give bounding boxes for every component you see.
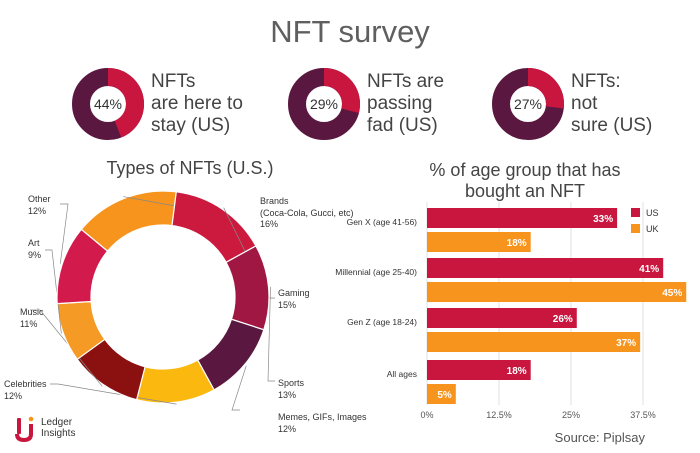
bar-x-tick-label: 12.5% <box>486 410 512 420</box>
bar-category-label: All ages <box>387 369 417 379</box>
ledger-insights-logo-text: Ledger Insights <box>41 417 75 439</box>
donut-slice <box>56 228 109 305</box>
donut-label-line: (Coca-Cola, Gucci, etc) <box>260 207 354 218</box>
donut-label-line: Brands <box>260 196 289 206</box>
stat-label-line: passing <box>367 93 433 114</box>
stat-label-line: not <box>571 93 598 114</box>
bar-value-label: 45% <box>662 288 682 299</box>
stat-not-sure: 27% NFTs: not sure (US) <box>492 68 692 140</box>
donut-label-line: Sports <box>278 378 305 388</box>
stat-label-line: stay (US) <box>151 115 231 136</box>
stat-label: NFTs are passing fad (US) <box>367 71 497 137</box>
stat-label-line: are here to <box>151 93 243 114</box>
stat-here-to-stay: 44% NFTs are here to stay (US) <box>72 68 272 140</box>
donut-label-line: 15% <box>278 299 297 310</box>
donut-chart-title: Types of NFTs (U.S.) <box>40 158 340 179</box>
donut-label-line: Celebrities <box>4 379 47 389</box>
stat-ring-chart <box>72 68 144 140</box>
donut-label-line: 11% <box>20 318 38 329</box>
legend-label: US <box>646 208 659 218</box>
stat-ring-fill <box>107 68 144 138</box>
stat-percent: 44% <box>93 96 123 112</box>
bar-value-label: 5% <box>437 390 452 401</box>
donut-label-line: Memes, GIFs, Images <box>278 412 367 422</box>
bar-category-label: Millennial (age 25-40) <box>335 267 417 277</box>
ledger-insights-logo-icon <box>15 416 34 443</box>
bar-chart: 0% 12.5% 25% 37.5% Gen X (age 41-56) 33% 18% Mi… <box>335 202 687 420</box>
page-title: NFT survey <box>270 14 430 49</box>
bar-chart-title: % of age group that has bought an NFT <box>400 160 650 202</box>
donut-chart <box>30 190 275 411</box>
source-note: Source: Piplsay <box>554 430 645 445</box>
bar-value-label: 18% <box>507 238 527 249</box>
stat-label-line: NFTs are <box>367 71 445 92</box>
legend-swatch <box>631 224 640 233</box>
donut-label-art: Art 9% <box>28 238 41 261</box>
stat-label-line: NFTs: <box>571 71 621 92</box>
stat-percent: 29% <box>309 96 339 112</box>
bar-rect <box>427 232 531 252</box>
donut-leader-line <box>30 309 103 387</box>
donut-leader-line <box>231 365 247 411</box>
donut-label-line: Gaming <box>278 288 310 298</box>
bar-chart-title-line: bought an NFT <box>464 181 586 201</box>
logo-line: Ledger <box>41 417 73 428</box>
legend-swatch <box>631 208 640 217</box>
donut-label-line: Art <box>28 238 40 248</box>
bar-category-label: Gen Z (age 18-24) <box>347 317 417 327</box>
bar-rect <box>427 332 641 352</box>
stat-label-line: sure (US) <box>571 115 653 136</box>
bar-value-label: 37% <box>616 338 636 349</box>
donut-slice <box>225 245 270 331</box>
donut-label-other: Other 12% <box>28 194 51 217</box>
donut-leader-line <box>267 286 275 382</box>
donut-label-brands: Brands (Coca-Cola, Gucci, etc) 16% <box>260 196 354 231</box>
stat-percent: 27% <box>513 96 543 112</box>
bar-value-label: 18% <box>507 366 527 377</box>
legend-label: UK <box>646 224 659 234</box>
donut-label-line: 9% <box>28 249 42 260</box>
stat-ring-chart <box>492 68 564 140</box>
bar-rect <box>427 308 577 328</box>
bar-value-label: 26% <box>553 314 573 325</box>
donut-label-memes: Memes, GIFs, Images 12% <box>278 412 367 435</box>
logo-line: Insights <box>41 428 76 439</box>
stat-ring-fill <box>527 68 564 109</box>
donut-label-sports: Sports 13% <box>278 378 304 401</box>
stat-ring-chart <box>288 68 360 140</box>
donut-label-gaming: Gaming 15% <box>278 288 310 311</box>
bar-category-label: Gen X (age 41-56) <box>347 217 418 227</box>
bar-rect <box>427 258 664 278</box>
stat-label-line: NFTs <box>151 71 196 92</box>
donut-leader-line <box>59 203 69 264</box>
stat-label-line: fad (US) <box>367 115 438 136</box>
donut-label-line: 16% <box>260 219 279 229</box>
donut-label-celebrities: Celebrities 12% <box>4 379 47 402</box>
bar-x-tick-label: 37.5% <box>630 410 656 420</box>
stat-ring-fill <box>323 68 360 113</box>
bar-rect <box>427 384 456 404</box>
bar-chart-title-line: % of age group that has <box>429 160 621 180</box>
donut-label-line: 12% <box>278 423 297 434</box>
bar-rect <box>427 208 618 228</box>
stat-label: NFTs: not sure (US) <box>571 71 700 137</box>
donut-chart-title-text: Types of NFTs (U.S.) <box>106 158 274 178</box>
bar-rect <box>427 282 687 302</box>
donut-leader-line <box>45 249 62 334</box>
bar-x-tick-label: 0% <box>420 410 433 420</box>
bar-value-label: 33% <box>593 214 613 225</box>
bar-x-tick-label: 25% <box>562 410 580 420</box>
donut-label-line: Music <box>20 307 44 317</box>
donut-label-line: 13% <box>278 389 297 400</box>
bar-value-label: 41% <box>639 264 659 275</box>
donut-label-line: Other <box>28 194 51 204</box>
donut-label-music: Music 11% <box>20 307 44 330</box>
donut-label-line: 12% <box>28 205 47 216</box>
donut-slice <box>171 191 257 264</box>
stat-label: NFTs are here to stay (US) <box>151 71 281 137</box>
stat-passing-fad: 29% NFTs are passing fad (US) <box>288 68 488 140</box>
donut-label-line: 12% <box>4 390 23 401</box>
bar-rect <box>427 360 531 380</box>
